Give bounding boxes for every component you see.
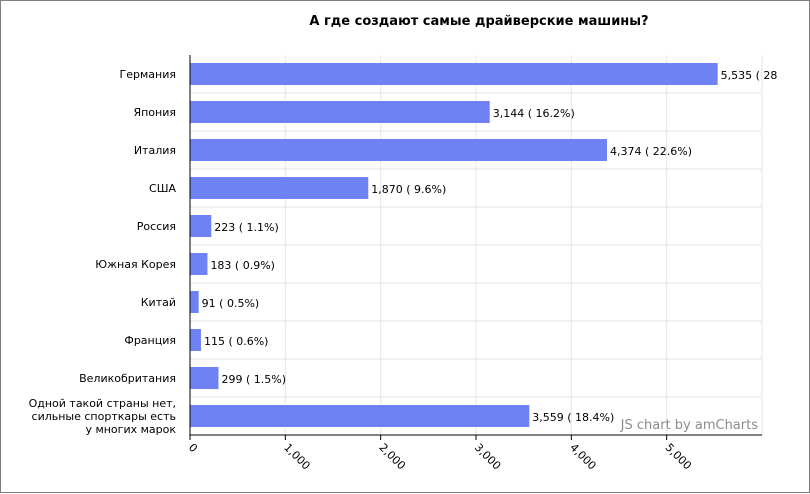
category-label-9: Одной такой страны нет, сильные спорткары… xyxy=(29,397,177,436)
bars-group xyxy=(190,63,718,427)
category-label-0: Германия xyxy=(120,68,176,81)
category-label-5: Южная Корея xyxy=(95,258,176,271)
chart-title: А где создают самые драйверские машины? xyxy=(309,14,648,29)
value-label-0: 5,535 ( 28 xyxy=(721,69,778,82)
value-label-6: 91 ( 0.5%) xyxy=(202,297,260,310)
value-label-4: 223 ( 1.1%) xyxy=(214,221,279,234)
value-label-2: 4,374 ( 22.6%) xyxy=(610,145,692,158)
bar-8 xyxy=(190,367,219,389)
value-label-5: 183 ( 0.9%) xyxy=(210,259,275,272)
tick-label-5: 5,000 xyxy=(663,441,694,472)
grid-lines xyxy=(189,55,763,435)
value-label-7: 115 ( 0.6%) xyxy=(204,335,269,348)
tick-label-0: 0 xyxy=(186,441,200,455)
tick-label-1: 1,000 xyxy=(281,441,312,472)
tick-label-3: 3,000 xyxy=(472,441,503,472)
bar-9 xyxy=(190,405,530,427)
category-labels: Германия Япония Италия США Россия Южная Корея… xyxy=(29,68,177,436)
category-label-7: Франция xyxy=(124,334,176,347)
category-label-6: Китай xyxy=(141,296,176,309)
amcharts-credit[interactable]: JS chart by amCharts xyxy=(620,418,759,433)
value-label-1: 3,144 ( 16.2%) xyxy=(493,107,575,120)
value-label-3: 1,870 ( 9.6%) xyxy=(371,183,446,196)
tick-label-2: 2,000 xyxy=(377,441,408,472)
tick-label-4: 4,000 xyxy=(567,441,598,472)
category-label-1: Япония xyxy=(133,106,176,119)
value-labels: 5,535 ( 28 3,144 ( 16.2%) 4,374 ( 22.6%) 1,… xyxy=(202,69,778,424)
bar-0 xyxy=(190,63,718,85)
bar-2 xyxy=(190,139,607,161)
category-label-4: Россия xyxy=(137,220,176,233)
bar-3 xyxy=(190,177,369,199)
category-label-3: США xyxy=(149,182,176,195)
bar-7 xyxy=(190,329,201,351)
value-label-9: 3,559 ( 18.4%) xyxy=(532,411,614,424)
bar-6 xyxy=(190,291,199,313)
bar-5 xyxy=(190,253,208,275)
category-label-8: Великобритания xyxy=(79,372,176,385)
bar-1 xyxy=(190,101,490,123)
bar-4 xyxy=(190,215,212,237)
value-label-8: 299 ( 1.5%) xyxy=(222,373,287,386)
category-label-2: Италия xyxy=(134,144,176,157)
